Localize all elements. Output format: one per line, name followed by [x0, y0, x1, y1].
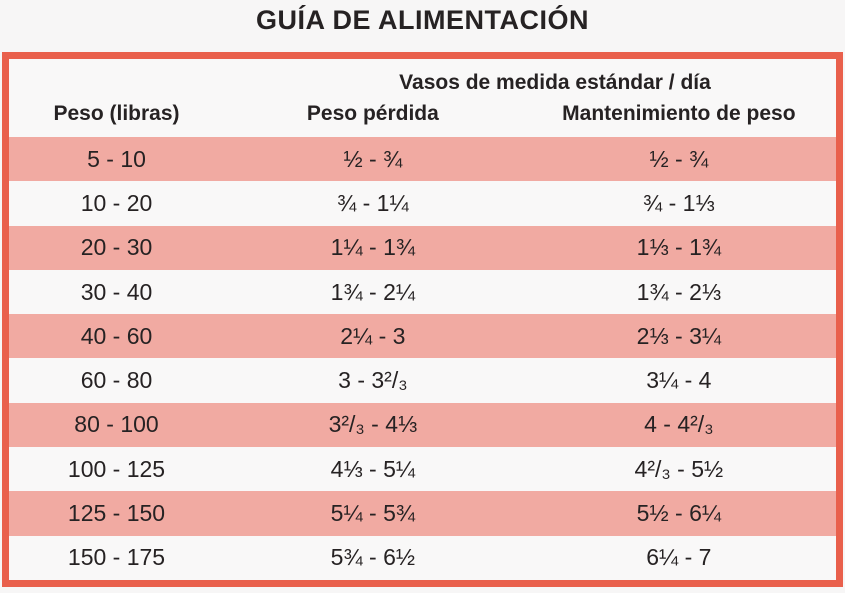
cell-peso: 125 - 150: [67, 500, 166, 527]
table-body: 5 - 10 ½ - ¾ ½ - ¾ 10 - 20 ¾ - 1¼ ¾ - 1⅓…: [9, 137, 836, 580]
cell-peso: 60 - 80: [80, 367, 153, 394]
cell-perdida: 4⅓ - 5¼: [330, 455, 416, 482]
cell-mantenimiento: 5½ - 6¼: [636, 500, 722, 527]
cell-perdida: 5¼ - 5¾: [330, 500, 416, 527]
table-row: 40 - 60 2¼ - 3 2⅓ - 3¼: [9, 314, 836, 359]
cell-mantenimiento: 1⅓ - 1¾: [636, 234, 722, 261]
table-row: 30 - 40 1¾ - 2¼ 1¾ - 2⅓: [9, 269, 836, 315]
cell-mantenimiento: ¾ - 1⅓: [643, 189, 715, 216]
cell-peso: 80 - 100: [74, 411, 159, 438]
cell-perdida: ¾ - 1¼: [337, 189, 409, 216]
cell-perdida: 1¼ - 1¾: [330, 234, 416, 261]
column-headers: Peso (libras) Peso pérdida Mantenimiento…: [9, 102, 836, 126]
column-header-peso: Peso (libras): [53, 101, 180, 125]
cell-mantenimiento: 4²/₃ - 5½: [634, 455, 724, 482]
table-row: 20 - 30 1¼ - 1¾ 1⅓ - 1¾: [9, 225, 836, 270]
column-header-mantenimiento: Mantenimiento de peso: [562, 101, 796, 125]
cell-peso: 100 - 125: [67, 455, 166, 482]
cell-perdida: 3²/₃ - 4⅓: [328, 411, 418, 438]
column-header-perdida: Peso pérdida: [306, 101, 439, 125]
cell-peso: 30 - 40: [80, 278, 153, 305]
cell-mantenimiento: 3¼ - 4: [646, 367, 712, 394]
cell-perdida: ½ - ¾: [343, 145, 403, 172]
cell-perdida: 5¾ - 6½: [330, 544, 416, 571]
page-title: GUÍA DE ALIMENTACIÓN: [256, 5, 589, 35]
cell-peso: 5 - 10: [87, 145, 146, 172]
cell-mantenimiento: 4 - 4²/₃: [644, 411, 714, 438]
table-row: 60 - 80 3 - 3²/₃ 3¼ - 4: [9, 358, 836, 403]
cell-peso: 20 - 30: [80, 234, 153, 261]
table-row: 5 - 10 ½ - ¾ ½ - ¾: [9, 137, 836, 182]
table-row: 150 - 175 5¾ - 6½ 6¼ - 7: [9, 535, 836, 580]
cell-peso: 40 - 60: [80, 322, 153, 349]
cell-peso: 150 - 175: [67, 544, 166, 571]
table-row: 80 - 100 3²/₃ - 4⅓ 4 - 4²/₃: [9, 402, 836, 448]
cell-perdida: 1¾ - 2¼: [330, 278, 416, 305]
table-row: 125 - 150 5¼ - 5¾ 5½ - 6¼: [9, 491, 836, 536]
cell-perdida: 2¼ - 3: [340, 322, 406, 349]
table-row: 10 - 20 ¾ - 1¼ ¾ - 1⅓: [9, 181, 836, 226]
cell-mantenimiento: 2⅓ - 3¼: [636, 322, 722, 349]
units-header: Vasos de medida estándar / día: [399, 70, 711, 94]
cell-peso: 10 - 20: [80, 189, 153, 216]
table-row: 100 - 125 4⅓ - 5¼ 4²/₃ - 5½: [9, 447, 836, 492]
cell-mantenimiento: 1¾ - 2⅓: [636, 278, 722, 305]
cell-mantenimiento: ½ - ¾: [649, 145, 709, 172]
cell-perdida: 3 - 3²/₃: [338, 367, 408, 394]
table-header: Vasos de medida estándar / día Peso (lib…: [9, 59, 836, 137]
feeding-guide-table: Vasos de medida estándar / día Peso (lib…: [2, 52, 843, 587]
cell-mantenimiento: 6¼ - 7: [646, 544, 712, 571]
